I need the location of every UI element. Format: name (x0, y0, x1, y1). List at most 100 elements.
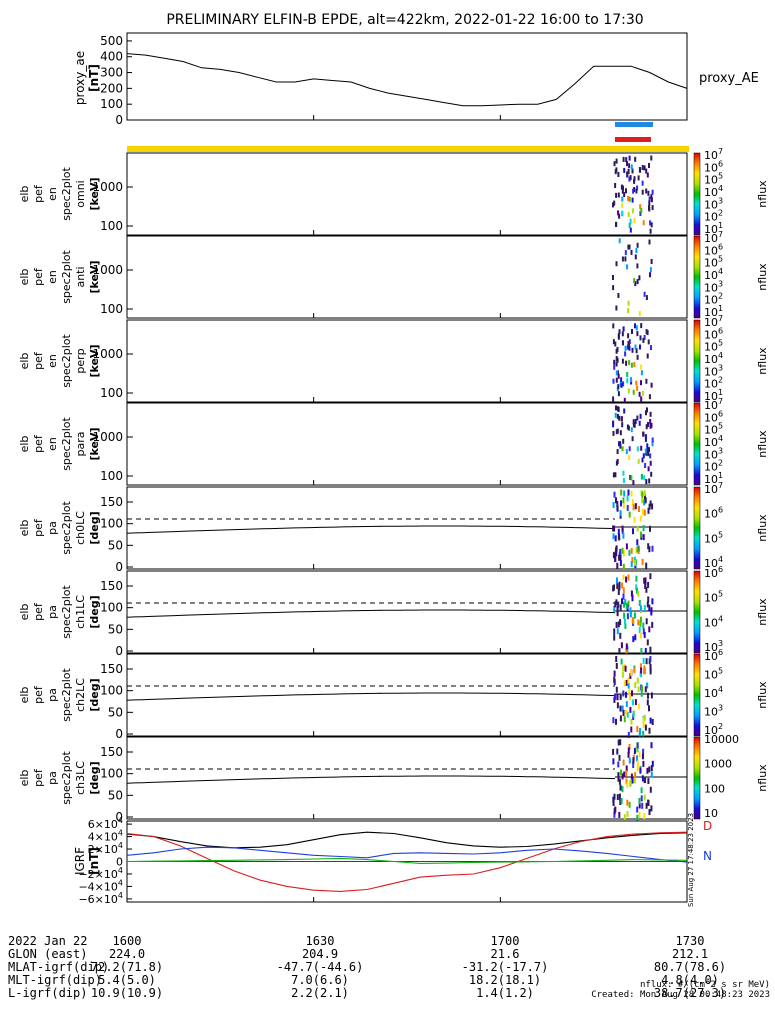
spectrogram-pixel-ch2LC (615, 662, 618, 669)
spectrogram-pixel-ch3LC (648, 766, 651, 773)
spectrogram-pixel-ch1LC (629, 607, 632, 614)
spectrogram-pixel-ch1LC (624, 599, 627, 606)
spectrogram-pixel-ch0LC (630, 561, 633, 568)
spectrogram-pixel-ch1LC (613, 628, 616, 635)
spectrogram-pixel-perp (626, 372, 629, 377)
ylabel-ch3LC: ch3LC (74, 761, 87, 795)
spectrogram-pixel-omni (632, 188, 635, 194)
spectrogram-pixel-anti (649, 272, 651, 278)
spectrogram-pixel-para (615, 405, 617, 411)
spectrogram-pixel-ch2LC (650, 692, 653, 699)
ylabel-ch0LC: elb (18, 520, 31, 537)
spectrogram-pixel-ch2LC (625, 679, 628, 686)
spectrogram-pixel-anti (630, 249, 633, 255)
spectrogram-pixel-ch3LC (613, 793, 616, 800)
spectrogram-pixel-para (636, 415, 639, 421)
orbit-row: GLON (east) 224.0 204.9 21.6 212.1 (8, 948, 708, 961)
ylabel-perp: pef (32, 351, 45, 370)
spectrogram-pixel-ch2LC (651, 719, 654, 725)
igrf-ytick-exp: 4 (118, 878, 123, 887)
colorbar-label-ch3LC: nflux (756, 764, 769, 792)
colorbar-perp (693, 319, 701, 403)
ylabel-ch2LC: pef (32, 685, 45, 704)
spectrogram-pixel-omni (633, 218, 636, 224)
colorbar-tick-ch1LC: 106 (704, 565, 723, 580)
spectrogram-pixel-omni (628, 196, 631, 202)
spectrogram-pixel-ch0LC (647, 543, 650, 550)
colorbar-tick-exp: 4 (718, 184, 723, 193)
spectrogram-pixel-perp (640, 396, 643, 402)
spectrogram-pixel-omni (648, 200, 651, 206)
spectrogram-pixel-para (632, 480, 635, 486)
spectrogram-pixel-perp (634, 344, 637, 350)
spectrogram-pixel-ch1LC (631, 616, 634, 623)
spectrogram-pixel-anti (626, 264, 629, 270)
colorbar-tick-exp: 5 (718, 530, 723, 539)
spectrogram-pixel-ch3LC (639, 767, 642, 774)
spectrogram-pixel-ch3LC (642, 748, 645, 755)
spectrogram-pixel-omni (630, 164, 633, 170)
orbit-row: MLAT-igrf(dip) 72.2(71.8) -47.7(-44.6) -31.… (8, 961, 726, 974)
spectrogram-pixel-ch1LC (637, 619, 640, 626)
colorbar-tick-exp: 3 (718, 446, 723, 455)
spectrogram-pixel-ch3LC (619, 739, 622, 746)
spectrogram-pixel-ch1LC (615, 599, 618, 606)
colorbar-tick-exp: 1 (718, 304, 723, 313)
spectrogram-pixel-ch1LC (635, 584, 638, 591)
spectrogram-pixel-ch0LC (626, 504, 629, 511)
spectrogram-pixel-ch3LC (618, 754, 621, 761)
spectrogram-pixel-ch0LC (623, 490, 626, 497)
spectrogram-pixel-ch0LC (630, 490, 633, 497)
spectrogram-pixel-ch2LC (637, 703, 640, 710)
spectrogram-pixel-ch1LC (642, 622, 645, 629)
colorbar-label-para: nflux (756, 430, 769, 458)
ylabel-ch3LC: [deg] (88, 761, 101, 794)
spectrogram-pixel-omni (649, 220, 652, 226)
spectrogram-pixel-omni (635, 188, 638, 194)
spectrogram-pixel-ch3LC (650, 805, 653, 812)
orbit-row-value: 2.2(2.1) (291, 986, 349, 1000)
spectrogram-pixel-omni (629, 175, 632, 181)
colorbar-omni (693, 152, 701, 236)
spectrogram-pixel-perp (638, 391, 641, 397)
panel-frame-anti (126, 235, 688, 319)
igrf-legend-n: N (703, 849, 712, 863)
spectrogram-pixel-ch0LC (622, 532, 625, 539)
spectrogram-pixel-ch3LC (616, 794, 619, 801)
spectrogram-pixel-anti (634, 254, 637, 260)
loss-cone-line-ch1LC (126, 609, 616, 618)
ylabel-ch3LC: pef (32, 768, 45, 787)
spectrogram-pixel-ch0LC (621, 525, 624, 532)
spectrogram-pixel-ch1LC (651, 621, 654, 628)
spectrogram-pixel-ch0LC (642, 534, 645, 541)
spectrogram-pixel-ch3LC (628, 744, 631, 750)
ytick-label-para: 100 (100, 469, 123, 483)
spectrogram-pixel-anti (612, 275, 614, 280)
spectrogram-pixel-ch1LC (625, 648, 628, 655)
spectrogram-pixel-perp (650, 382, 653, 388)
spectrogram-pixel-perp (626, 378, 629, 384)
plot-title: PRELIMINARY ELFIN-B EPDE, alt=422km, 202… (166, 12, 643, 28)
spectrogram-pixel-anti (638, 311, 641, 316)
spectrogram-pixel-ch1LC (619, 619, 622, 626)
spectrogram-pixel-ch3LC (619, 784, 622, 791)
spectrogram-pixel-anti (627, 244, 630, 250)
spectrogram-pixel-perp (615, 370, 618, 376)
spectrogram-pixel-omni (622, 156, 625, 162)
spectrogram-pixel-anti (618, 238, 621, 244)
spectrogram-pixel-ch3LC (643, 794, 646, 801)
colorbar-tick-exp: 4 (718, 267, 723, 276)
spectrogram-pixel-ch1LC (618, 584, 621, 591)
spectrogram-pixel-omni (628, 155, 631, 161)
colorbar-tick-exp: 6 (718, 242, 723, 251)
spectrogram-pixel-ch0LC (636, 525, 639, 532)
colorbar-ch3LC (693, 736, 701, 820)
colorbar-tick-ch2LC: 103 (704, 704, 723, 719)
spectrogram-pixel-ch2LC (621, 705, 624, 712)
spectrogram-pixel-ch0LC (635, 547, 638, 554)
spectrogram-pixel-para (612, 430, 615, 436)
spectrogram-pixel-ch3LC (647, 800, 650, 806)
orbit-row-value: 38.7(27.3) (653, 986, 727, 1000)
spectrogram-pixel-anti (649, 267, 652, 273)
spectrogram-pixel-omni (615, 192, 618, 198)
